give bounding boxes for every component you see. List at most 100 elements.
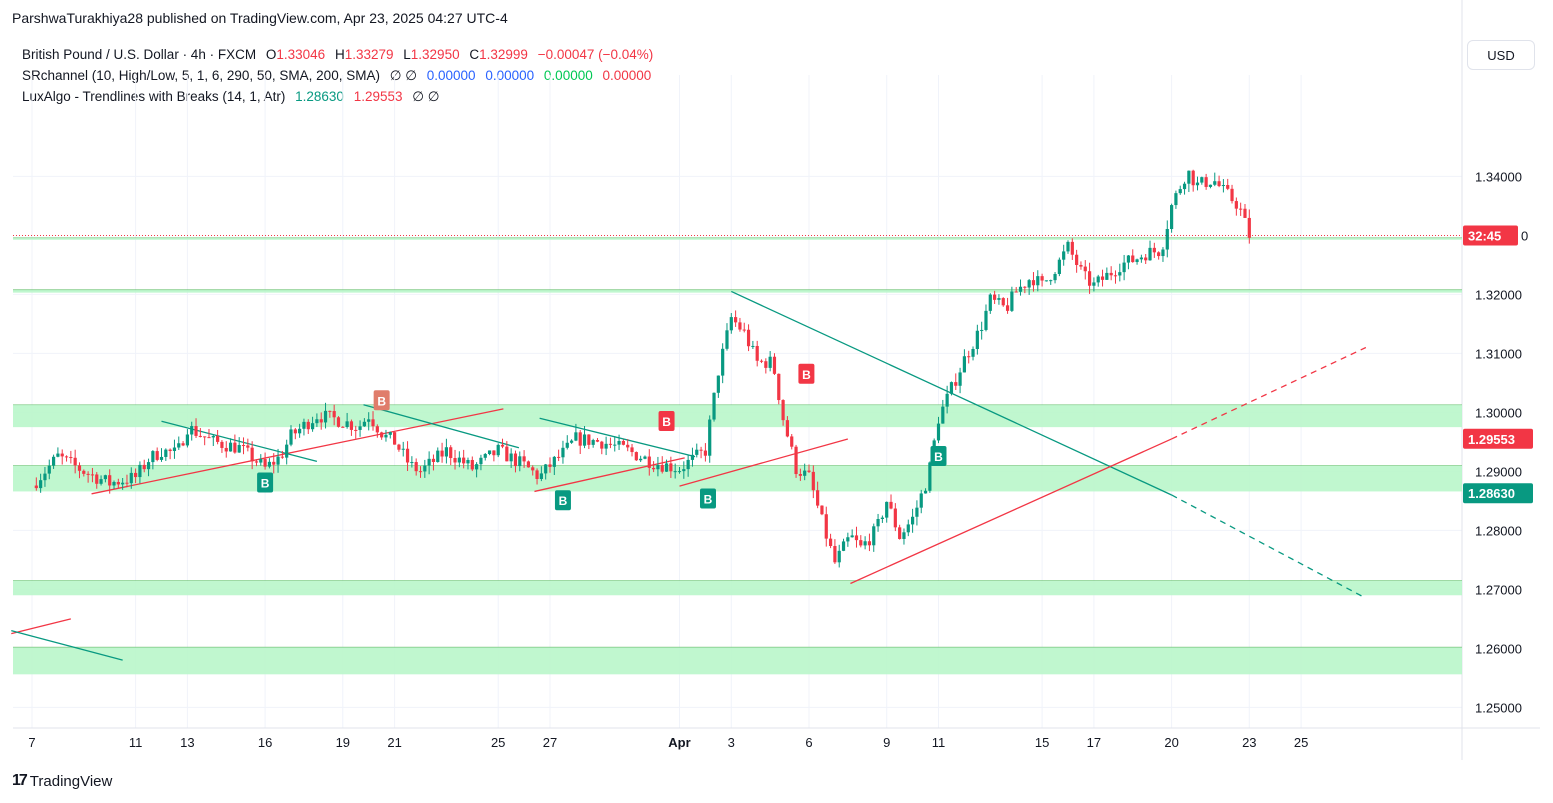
candle-body: [578, 432, 582, 446]
x-tick-label: 6: [805, 735, 812, 750]
candle-body: [971, 348, 975, 357]
tradingview-logo-icon: 17: [12, 772, 28, 789]
published-note: ParshwaTurakhiya28 published on TradingV…: [12, 10, 508, 26]
candle-body: [820, 505, 824, 515]
candle-body: [686, 459, 690, 470]
srchannel-row[interactable]: SRchannel (10, High/Low, 5, 1, 6, 290, 5…: [22, 65, 653, 86]
brand-name: TradingView: [29, 772, 113, 790]
break-signal-label: B: [802, 368, 811, 382]
candle-body: [785, 420, 790, 437]
low-label: L: [403, 47, 411, 62]
open-value: 1.33046: [276, 47, 326, 62]
candle-body: [310, 423, 315, 430]
luxalgo-empty-icons: ∅ ∅: [412, 89, 440, 104]
candle-body: [699, 449, 703, 451]
candle-body: [319, 419, 323, 423]
candle-body: [669, 463, 673, 472]
candle-body: [90, 474, 95, 476]
candle-body: [177, 443, 181, 448]
candle-body: [1191, 170, 1195, 186]
candle-body: [475, 464, 479, 470]
x-tick-label: 25: [491, 735, 505, 750]
luxalgo-row[interactable]: LuxAlgo - Trendlines with Breaks (14, 1,…: [22, 86, 653, 107]
candle-body: [1005, 305, 1010, 311]
tradingview-brand[interactable]: 17 TradingView: [12, 772, 112, 790]
y-tick-label: 1.25000: [1475, 700, 1522, 715]
candle-body: [850, 535, 854, 538]
candle-body: [509, 453, 513, 462]
candle-body: [367, 419, 371, 422]
candle-body: [280, 456, 284, 458]
candle-body: [505, 446, 509, 462]
candle-body: [1243, 208, 1247, 218]
candle-body: [906, 524, 910, 533]
candle-body: [121, 482, 125, 485]
candle-body: [43, 473, 47, 481]
candle-body: [833, 546, 837, 563]
candle-body: [1217, 181, 1221, 187]
candle-body: [99, 479, 103, 484]
candle-body: [772, 356, 777, 374]
candle-body: [993, 294, 997, 300]
candle-body: [690, 454, 695, 460]
currency-button[interactable]: USD: [1467, 40, 1535, 70]
candle-body: [695, 449, 699, 455]
candle-body: [1226, 185, 1230, 189]
candle-body: [591, 440, 595, 445]
candle-body: [323, 410, 328, 423]
candle-body: [73, 457, 77, 466]
trendline: [11, 618, 72, 635]
candle-body: [354, 429, 358, 431]
candle-body: [436, 450, 440, 462]
break-signal-label: B: [662, 415, 671, 429]
symbol-row[interactable]: British Pound / U.S. Dollar · 4h · FXCM …: [22, 44, 653, 65]
candle-body: [1213, 181, 1217, 185]
candle-body: [898, 527, 902, 539]
x-tick-label: 21: [387, 735, 401, 750]
y-tick-label: 1.31000: [1475, 346, 1522, 361]
candle-body: [116, 481, 120, 485]
candle-body: [716, 375, 720, 393]
candle-body: [828, 538, 833, 547]
candle-body: [1053, 273, 1057, 281]
candle-body: [911, 516, 915, 525]
x-tick-label: 15: [1035, 735, 1049, 750]
candle-body: [725, 330, 729, 349]
x-tick-label: 3: [728, 735, 735, 750]
candle-body: [980, 329, 984, 331]
high-label: H: [334, 47, 345, 62]
candle-body: [608, 443, 613, 445]
candle-body: [1152, 247, 1156, 253]
candle-body: [410, 462, 414, 464]
trendline: [731, 290, 1172, 496]
luxalgo-value-1: 1.28630: [295, 89, 344, 104]
candle-body: [841, 541, 846, 551]
candle-body: [470, 459, 474, 470]
candle-body: [513, 453, 518, 467]
x-tick-label: 9: [883, 735, 890, 750]
candle-body: [1014, 291, 1018, 293]
candle-body: [518, 456, 522, 467]
x-tick-label: 11: [129, 735, 143, 750]
candle-body: [790, 436, 794, 447]
candle-body: [1200, 177, 1204, 183]
candle-body: [384, 434, 388, 438]
candle-body: [1044, 280, 1049, 282]
candle-body: [1144, 257, 1148, 261]
candle-body: [155, 451, 159, 460]
candle-body: [1139, 257, 1143, 260]
x-tick-label: 16: [258, 735, 272, 750]
candle-body: [626, 444, 630, 448]
candle-body: [431, 458, 436, 462]
candle-body: [220, 441, 224, 448]
candle-body: [216, 435, 220, 442]
break-signal: [373, 390, 390, 411]
candle-body: [82, 470, 86, 474]
y-tick-label: 1.28000: [1475, 523, 1522, 538]
candle-body: [548, 464, 552, 467]
sr-zone: [13, 580, 1462, 596]
candle-body: [293, 429, 297, 434]
candle-body: [1105, 272, 1109, 280]
candle-body: [600, 441, 604, 449]
